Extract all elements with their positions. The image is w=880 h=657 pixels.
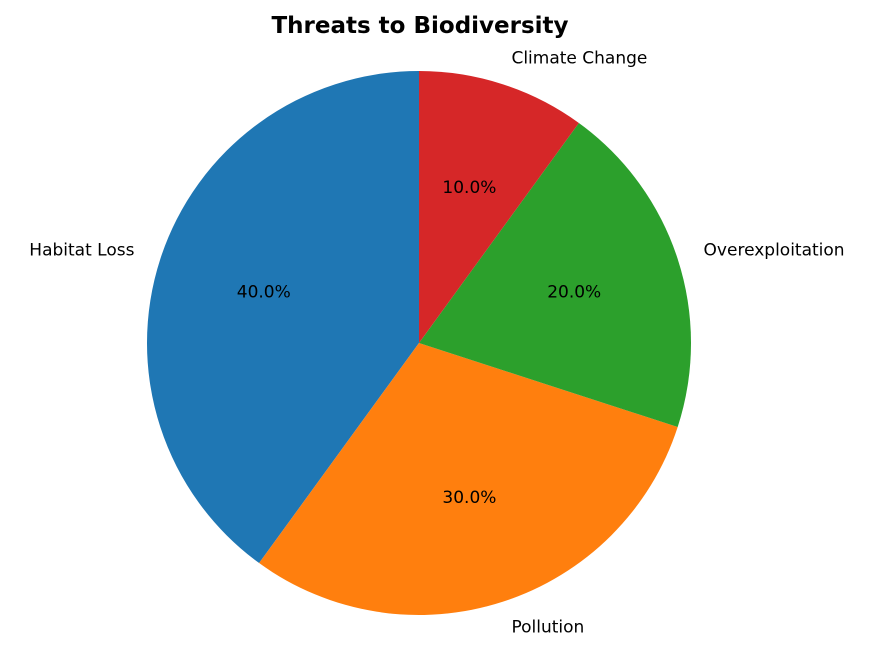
pie-slices — [147, 71, 691, 616]
slice-label-overexploitation: Overexploitation — [704, 241, 845, 261]
slice-percent-habitat-loss: 40.0% — [237, 283, 291, 303]
slice-label-climate-change: Climate Change — [511, 48, 647, 68]
slice-label-pollution: Pollution — [511, 618, 584, 638]
pie-slice-habitat-loss — [147, 71, 420, 564]
slice-label-habitat-loss: Habitat Loss — [29, 241, 134, 261]
pie-slice-climate-change — [419, 71, 579, 343]
pie-labels: Habitat Loss 40.0% Pollution 30.0% Overexplo… — [29, 48, 844, 637]
pie-slice-pollution — [259, 343, 678, 616]
slice-percent-climate-change: 10.0% — [442, 178, 496, 198]
chart-title: Threats to Biodiversity — [271, 13, 568, 39]
pie-slice-overexploitation — [419, 122, 691, 428]
slice-percent-overexploitation: 20.0% — [547, 283, 601, 303]
slice-percent-pollution: 30.0% — [442, 488, 496, 508]
